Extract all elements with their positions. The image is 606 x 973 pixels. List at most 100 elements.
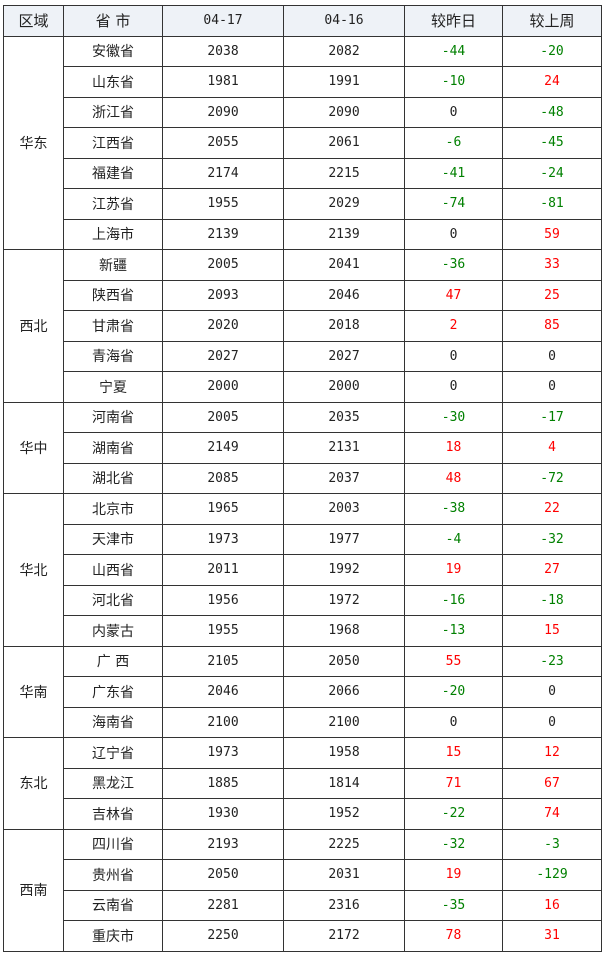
province-cell: 山东省 <box>63 66 163 98</box>
province-cell: 上海市 <box>63 218 163 250</box>
week-change-cell: 85 <box>502 310 602 342</box>
table-row: 华东 安徽省 2038 2082 -44 -20 <box>3 35 602 250</box>
table-row: 青海省 2027 2027 0 0 <box>4 340 602 372</box>
week-change-cell: 16 <box>502 889 602 921</box>
price-0416-cell: 2172 <box>283 920 405 952</box>
week-change-cell: 12 <box>502 737 602 769</box>
day-change-cell: -38 <box>404 493 503 525</box>
province-cell: 山西省 <box>63 554 163 586</box>
week-change-cell: 0 <box>502 706 602 738</box>
province-cell: 云南省 <box>63 889 163 921</box>
table-row: 重庆市 2250 2172 78 31 <box>4 920 602 952</box>
table-row: 广东省 2046 2066 -20 0 <box>4 676 602 708</box>
price-0416-cell: 2029 <box>283 188 405 220</box>
province-cell: 重庆市 <box>63 920 163 952</box>
table-row: 湖北省 2085 2037 48 -72 <box>4 462 602 494</box>
week-change-cell: -45 <box>502 127 602 159</box>
day-change-cell: -30 <box>404 401 503 433</box>
week-change-cell: 74 <box>502 798 602 830</box>
day-change-cell: -13 <box>404 615 503 647</box>
price-0417-cell: 2038 <box>162 35 284 67</box>
price-0417-cell: 1981 <box>162 66 284 98</box>
price-0416-cell: 2018 <box>283 310 405 342</box>
province-cell: 江苏省 <box>63 188 163 220</box>
day-change-cell: -10 <box>404 66 503 98</box>
province-cell: 四川省 <box>63 828 163 860</box>
price-0416-cell: 2035 <box>283 401 405 433</box>
price-0417-cell: 2055 <box>162 127 284 159</box>
week-change-cell: 31 <box>502 920 602 952</box>
day-change-cell: 2 <box>404 310 503 342</box>
price-0417-cell: 1973 <box>162 523 284 555</box>
table-row: 云南省 2281 2316 -35 16 <box>4 889 602 921</box>
region-cell: 华北 <box>3 493 64 647</box>
price-0416-cell: 2139 <box>283 218 405 250</box>
table-row: 西北 新疆 2005 2041 -36 33 <box>3 249 602 403</box>
day-change-cell: -16 <box>404 584 503 616</box>
week-change-cell: -18 <box>502 584 602 616</box>
table-row: 山西省 2011 1992 19 27 <box>4 554 602 586</box>
week-change-cell: -3 <box>502 828 602 860</box>
price-0416-cell: 1952 <box>283 798 405 830</box>
price-0417-cell: 2085 <box>162 462 284 494</box>
table-row: 河北省 1956 1972 -16 -18 <box>4 584 602 616</box>
table-row: 吉林省 1930 1952 -22 74 <box>4 798 602 830</box>
province-cell: 河南省 <box>63 401 163 433</box>
price-0417-cell: 1973 <box>162 737 284 769</box>
table-row: 宁夏 2000 2000 0 0 <box>4 371 602 403</box>
province-cell: 湖南省 <box>63 432 163 464</box>
week-change-cell: 67 <box>502 767 602 799</box>
day-change-cell: 78 <box>404 920 503 952</box>
province-cell: 河北省 <box>63 584 163 616</box>
province-cell: 海南省 <box>63 706 163 738</box>
province-cell: 甘肃省 <box>63 310 163 342</box>
day-change-cell: 48 <box>404 462 503 494</box>
province-cell: 广 西 <box>63 645 163 677</box>
price-0417-cell: 2090 <box>162 96 284 128</box>
header-date-2: 04-16 <box>283 5 405 37</box>
province-cell: 江西省 <box>63 127 163 159</box>
day-change-cell: 0 <box>404 96 503 128</box>
price-0416-cell: 2225 <box>283 828 405 860</box>
day-change-cell: 55 <box>404 645 503 677</box>
day-change-cell: -41 <box>404 157 503 189</box>
price-0416-cell: 2316 <box>283 889 405 921</box>
price-0416-cell: 2037 <box>283 462 405 494</box>
price-0417-cell: 2020 <box>162 310 284 342</box>
price-0416-cell: 2050 <box>283 645 405 677</box>
day-change-cell: -6 <box>404 127 503 159</box>
table-row: 山东省 1981 1991 -10 24 <box>4 66 602 98</box>
price-0417-cell: 1956 <box>162 584 284 616</box>
province-cell: 安徽省 <box>63 35 163 67</box>
price-0416-cell: 2041 <box>283 249 405 281</box>
price-0417-cell: 1930 <box>162 798 284 830</box>
price-0417-cell: 2100 <box>162 706 284 738</box>
price-0417-cell: 2281 <box>162 889 284 921</box>
price-0417-cell: 2193 <box>162 828 284 860</box>
day-change-cell: 0 <box>404 706 503 738</box>
province-cell: 新疆 <box>63 249 163 281</box>
table-row: 黑龙江 1885 1814 71 67 <box>4 767 602 799</box>
week-change-cell: 15 <box>502 615 602 647</box>
day-change-cell: -74 <box>404 188 503 220</box>
week-change-cell: -32 <box>502 523 602 555</box>
week-change-cell: 24 <box>502 66 602 98</box>
table-row: 海南省 2100 2100 0 0 <box>4 706 602 738</box>
day-change-cell: 15 <box>404 737 503 769</box>
day-change-cell: -20 <box>404 676 503 708</box>
table-row: 华北 北京市 1965 2003 -38 22 <box>3 493 602 647</box>
week-change-cell: -20 <box>502 35 602 67</box>
day-change-cell: -32 <box>404 828 503 860</box>
province-cell: 贵州省 <box>63 859 163 891</box>
day-change-cell: 47 <box>404 279 503 311</box>
price-0416-cell: 2046 <box>283 279 405 311</box>
region-cell: 东北 <box>3 737 64 830</box>
price-0416-cell: 2090 <box>283 96 405 128</box>
price-0416-cell: 2215 <box>283 157 405 189</box>
province-cell: 天津市 <box>63 523 163 555</box>
price-0416-cell: 1968 <box>283 615 405 647</box>
week-change-cell: 27 <box>502 554 602 586</box>
week-change-cell: -72 <box>502 462 602 494</box>
price-0417-cell: 2000 <box>162 371 284 403</box>
province-cell: 广东省 <box>63 676 163 708</box>
